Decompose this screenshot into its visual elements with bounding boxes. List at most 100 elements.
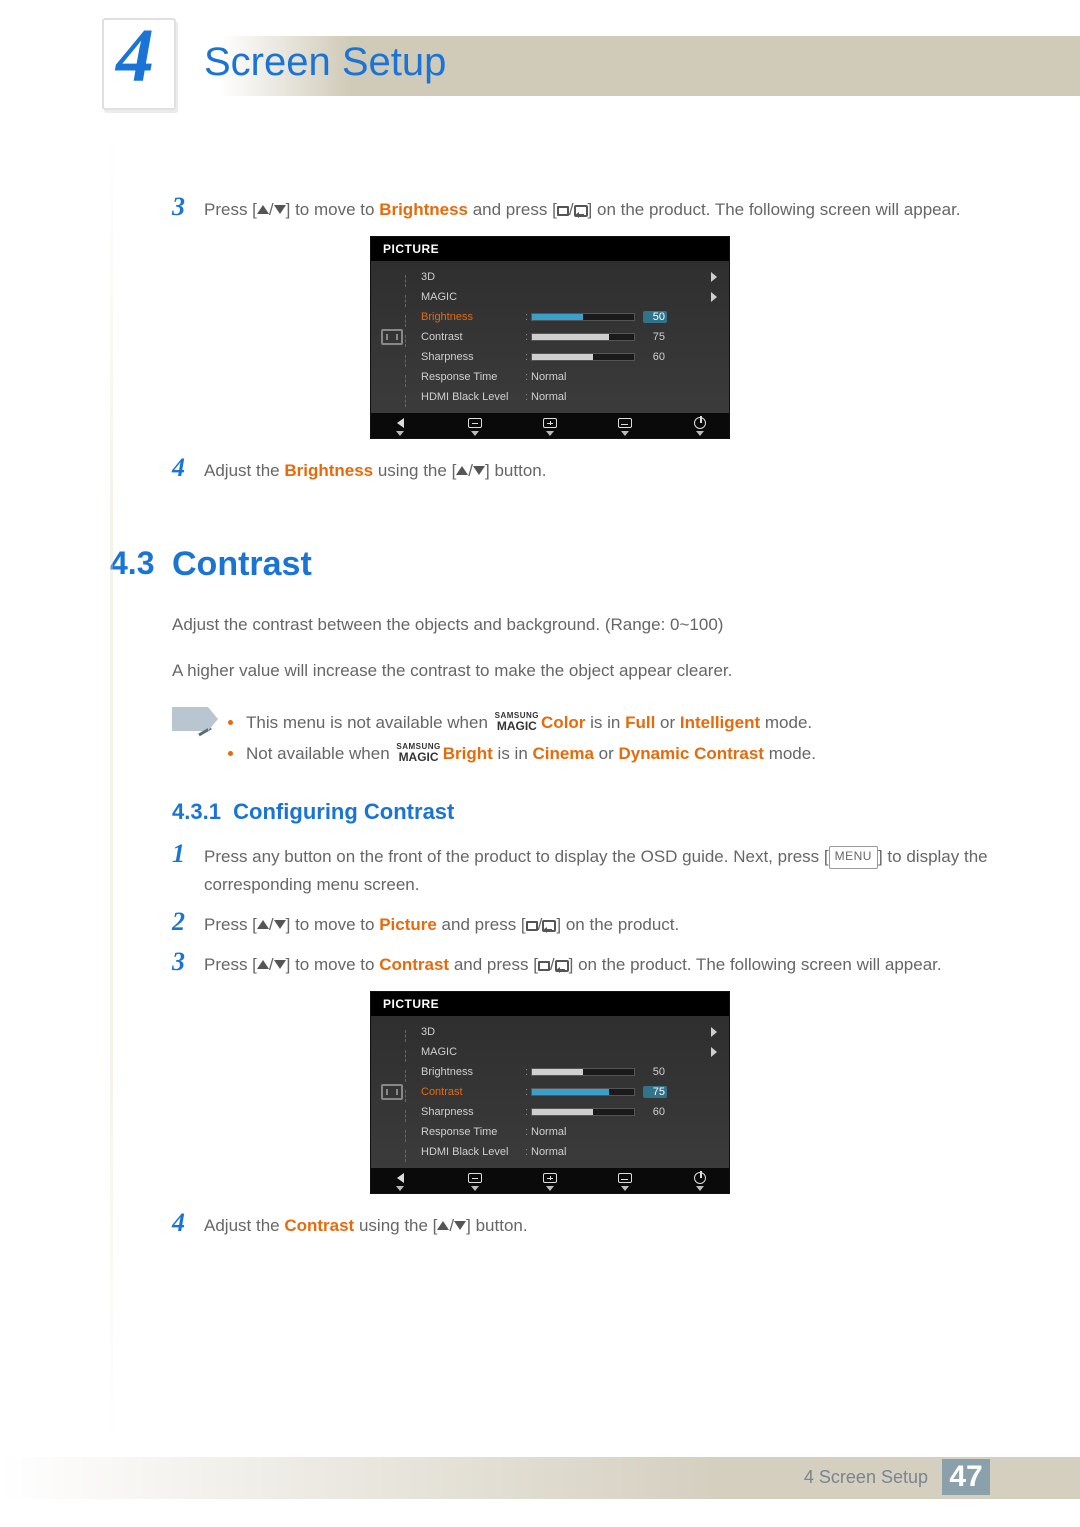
osd-slider[interactable] [531,1088,635,1096]
chevron-right-icon [711,272,717,282]
osd-value: 60 [643,351,665,363]
osd-title: PICTURE [371,237,729,261]
step-4-bot: 4 Adjust the Contrast using the [/] butt… [172,1212,990,1240]
chevron-right-icon [711,292,717,302]
osd-title: PICTURE [371,992,729,1016]
enter-icon [542,920,556,932]
osd-row[interactable]: MAGIC [413,287,717,307]
osd-row[interactable]: Brightness:50 [413,307,717,327]
minus-button[interactable] [466,417,484,436]
osd-slider[interactable] [531,313,635,321]
down-arrow-icon [454,1221,466,1230]
side-stripe [110,130,113,1445]
footer-right: 4 Screen Setup 47 [804,1459,990,1495]
osd-category-icon [371,1016,413,1168]
note-li: Not available when SAMSUNGMAGICBright is… [228,740,928,767]
menu-key-icon: MENU [829,846,878,869]
osd-slider[interactable] [531,353,635,361]
up-arrow-icon [456,466,468,475]
down-arrow-icon [473,466,485,475]
back-button[interactable] [391,1172,409,1191]
up-arrow-icon [257,960,269,969]
osd-slider[interactable] [531,1068,635,1076]
down-arrow-icon [274,920,286,929]
note-icon [172,705,228,771]
osd-label: Contrast [413,1086,525,1098]
osd-row[interactable]: Response Time:Normal [413,367,717,387]
plus-button[interactable] [541,1172,559,1191]
osd-category-icon [371,261,413,413]
osd-slider[interactable] [531,333,635,341]
osd-slider[interactable] [531,1108,635,1116]
step-3-top: 3 Press [/] to move to Brightness and pr… [172,196,990,224]
step-4-top: 4 Adjust the Brightness using the [/] bu… [172,457,990,485]
osd-label: 3D [413,1026,525,1038]
down-arrow-icon [274,960,286,969]
osd-label: 3D [413,271,525,283]
step-2-bot: 2 Press [/] to move to Picture and press… [172,911,990,939]
source-icon [557,206,569,216]
osd-value: 50 [643,1066,665,1078]
step-1-bot: 1 Press any button on the front of the p… [172,843,990,899]
osd-menu-brightness: PICTURE3DMAGICBrightness:50Contrast:75Sh… [370,236,730,439]
paragraph: Adjust the contrast between the objects … [172,612,928,638]
osd-row[interactable]: 3D [413,267,717,287]
osd-menu-contrast: PICTURE3DMAGICBrightness:50Contrast:75Sh… [370,991,730,1194]
osd-footer [371,1168,729,1193]
step-num: 1 [172,839,204,899]
osd-label: Sharpness [413,1106,525,1118]
osd-value: 50 [643,311,667,323]
osd-label: HDMI Black Level [413,1146,525,1158]
osd-label: HDMI Black Level [413,391,525,403]
subsection-title: Configuring Contrast [233,799,454,824]
chevron-right-icon [711,1047,717,1057]
note-block: This menu is not available when SAMSUNGM… [172,705,928,771]
osd-label: Sharpness [413,351,525,363]
chevron-right-icon [711,1027,717,1037]
osd-row[interactable]: Response Time:Normal [413,1122,717,1142]
osd-label: MAGIC [413,291,525,303]
minus-button[interactable] [466,1172,484,1191]
step-num: 4 [172,453,204,485]
osd-row[interactable]: Contrast:75 [413,1082,717,1102]
osd-row[interactable]: Contrast:75 [413,327,717,347]
osd-row[interactable]: Brightness:50 [413,1062,717,1082]
section-number: 4.3 [110,545,172,584]
enter-button[interactable] [616,1172,634,1191]
osd-label: MAGIC [413,1046,525,1058]
osd-label: Contrast [413,331,525,343]
step-num: 3 [172,947,204,979]
plus-button[interactable] [541,417,559,436]
osd-label: Response Time [413,371,525,383]
osd-value: Normal [531,1146,566,1158]
osd-footer [371,413,729,438]
osd-label: Brightness [413,311,525,323]
power-button[interactable] [691,417,709,436]
note-li: This menu is not available when SAMSUNGM… [228,709,928,736]
step-num: 3 [172,192,204,224]
samsung-magic-logo: SAMSUNGMAGIC [495,712,539,732]
step-num: 2 [172,907,204,939]
step-3-bot: 3 Press [/] to move to Contrast and pres… [172,951,990,979]
paragraph: A higher value will increase the contras… [172,658,928,684]
chapter-number: 4 [116,18,154,94]
back-button[interactable] [391,417,409,436]
chapter-title: Screen Setup [204,40,446,85]
source-icon [526,921,538,931]
osd-value: 75 [643,331,665,343]
osd-row[interactable]: 3D [413,1022,717,1042]
osd-row[interactable]: Sharpness:60 [413,1102,717,1122]
note-bullets: This menu is not available when SAMSUNGM… [228,705,928,771]
osd-row[interactable]: HDMI Black Level:Normal [413,1142,717,1162]
samsung-magic-logo: SAMSUNGMAGIC [396,743,440,763]
osd-row[interactable]: MAGIC [413,1042,717,1062]
enter-button[interactable] [616,417,634,436]
subsection-number: 4.3.1 [172,799,221,824]
up-arrow-icon [257,920,269,929]
osd-row[interactable]: HDMI Black Level:Normal [413,387,717,407]
osd-value: 75 [643,1086,667,1098]
osd-label: Brightness [413,1066,525,1078]
osd-value: Normal [531,391,566,403]
power-button[interactable] [691,1172,709,1191]
osd-row[interactable]: Sharpness:60 [413,347,717,367]
